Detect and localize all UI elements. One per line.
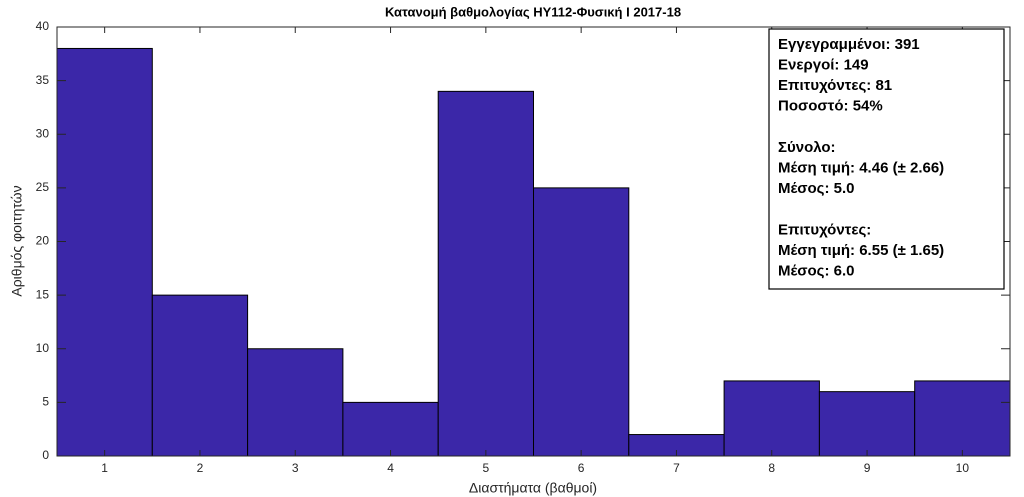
y-tick-label: 35 (36, 73, 50, 87)
bar (818, 391, 916, 457)
y-tick-label: 20 (36, 234, 50, 248)
x-axis-label: Διαστήματα (βαθμοί) (469, 480, 597, 496)
annotation-line: Ενεργοί: 149 (778, 56, 869, 73)
y-tick-label: 15 (36, 287, 50, 301)
annotation-line: Μέσος: 6.0 (778, 262, 855, 279)
bar (437, 90, 535, 457)
y-tick-label: 5 (42, 395, 49, 409)
annotation-line: Σύνολο: (778, 139, 836, 156)
x-tick-label: 6 (578, 461, 585, 475)
y-tick-label: 10 (36, 341, 50, 355)
y-tick-label: 25 (36, 180, 50, 194)
annotation-line: Ποσοστό: 54% (778, 97, 883, 114)
bar (914, 380, 1011, 457)
annotation-box (768, 28, 1005, 290)
annotation-line: Επιτυχόντες: (778, 221, 871, 238)
bar (342, 401, 439, 457)
y-tick-label: 40 (36, 19, 50, 33)
chart-title: Κατανομή βαθμολογίας ΗΥ112-Φυσική Ι 2017… (385, 4, 681, 19)
x-tick-label: 2 (197, 461, 204, 475)
bar (247, 348, 344, 457)
annotation-line: Μέση τιμή: 6.55 (± 1.65) (778, 242, 944, 259)
x-tick-label: 3 (292, 461, 299, 475)
x-tick-label: 9 (864, 461, 871, 475)
y-tick-label: 0 (42, 448, 49, 462)
x-tick-label: 7 (673, 461, 680, 475)
bar (56, 47, 153, 457)
x-tick-label: 8 (768, 461, 775, 475)
x-tick-label: 10 (956, 461, 970, 475)
bar (723, 380, 820, 457)
y-axis-label: Αριθμός φοιτητών (9, 185, 25, 296)
x-tick-label: 5 (483, 461, 490, 475)
annotation-line: Μέση τιμή: 4.46 (± 2.66) (778, 159, 944, 176)
annotation-line: Μέσος: 5.0 (778, 180, 855, 197)
bar (533, 187, 630, 457)
x-tick-label: 1 (101, 461, 108, 475)
annotation-line: Εγγεγραμμένοι: 391 (778, 36, 920, 53)
x-tick-label: 4 (387, 461, 394, 475)
y-tick-label: 30 (36, 126, 50, 140)
bar (151, 294, 249, 457)
annotation-line: Επιτυχόντες: 81 (778, 77, 892, 94)
